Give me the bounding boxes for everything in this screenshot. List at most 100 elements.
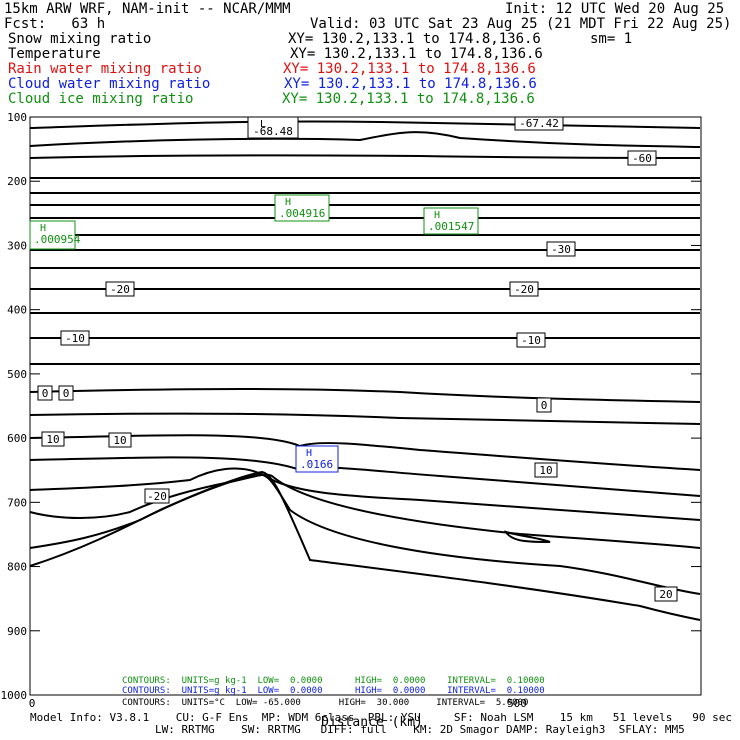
temperature-contour-line <box>29 216 701 219</box>
extremum-value: .001547 <box>428 220 474 233</box>
x-axis-label: Distance (km) <box>321 715 423 730</box>
model-info-line2: LW: RRTMG SW: RRTMG DIFF: full KM: 2D Sm… <box>155 723 685 736</box>
contour-label: -20 <box>147 490 167 503</box>
y-tick-label: 300 <box>7 239 27 252</box>
temperature-contour-line <box>29 287 701 290</box>
y-tick-label: 1000 <box>1 689 28 702</box>
y-tick-label: 600 <box>7 432 27 445</box>
contour-label-box <box>514 116 564 131</box>
contour-label: 10 <box>113 434 126 447</box>
contour-label: -60 <box>632 152 652 165</box>
contour-label: 20 <box>659 588 672 601</box>
plot-frame <box>29 116 702 696</box>
extremum-box <box>295 445 339 473</box>
contour-label-box <box>534 462 558 478</box>
y-tick-label: 900 <box>7 625 27 638</box>
contour-label: -20 <box>514 283 534 296</box>
contour-label-box <box>58 385 74 401</box>
contour-label: 0 <box>63 387 70 400</box>
contour-label: 0 <box>42 387 49 400</box>
contour-label-box <box>37 385 53 401</box>
contour-label-box <box>247 116 299 139</box>
temperature-contour-line <box>29 335 701 339</box>
temperature-contour-line <box>29 190 701 194</box>
model-info-line1: Model Info: V3.8.1 CU: G-F Ens MP: WDM 6… <box>30 711 732 724</box>
contour-label: -10 <box>65 332 85 345</box>
y-tick-label: 200 <box>7 175 27 188</box>
contour-label-box <box>41 431 65 447</box>
model-title: 15km ARW WRF, NAM-init -- NCAR/MMM <box>4 1 291 17</box>
contour-label-box <box>516 332 546 348</box>
contour-label-box <box>654 586 678 602</box>
temperature-contour-line <box>29 434 701 471</box>
field-cloudwater-xy: XY= 130.2,133.1 to 174.8,136.6 <box>284 76 537 92</box>
valid-time: Valid: 03 UTC Sat 23 Aug 25 (21 MDT Fri … <box>310 16 732 32</box>
contour-label-box <box>105 281 135 297</box>
field-rain-name: Rain water mixing ratio <box>8 61 202 77</box>
y-tick-label: 700 <box>7 496 27 509</box>
contours-temperature: CONTOURS: UNITS=°C LOW= -65.000 HIGH= 30… <box>122 698 529 708</box>
y-tick-label: 500 <box>7 368 27 381</box>
temperature-contour-line <box>29 266 701 269</box>
contour-label: -68.48 <box>253 125 293 138</box>
extremum-box <box>29 220 76 250</box>
contour-label: -30 <box>551 243 571 256</box>
field-temp-name: Temperature <box>8 46 101 62</box>
contour-label-box <box>536 397 552 413</box>
y-tick-label: 800 <box>7 561 27 574</box>
contour-label: 0 <box>541 399 548 412</box>
field-rain-xy: XY= 130.2,133.1 to 174.8,136.6 <box>283 61 536 77</box>
temperature-contour-line <box>29 233 701 236</box>
extremum-value: .000954 <box>34 233 81 246</box>
extremum-value: .0166 <box>300 458 333 471</box>
contour-label: -67.42 <box>519 117 559 130</box>
contour-label-box <box>509 281 539 297</box>
extremum-kind: H <box>40 223 46 234</box>
contour-label: -20 <box>110 283 130 296</box>
contour-label-box <box>108 432 132 448</box>
contour-label: -10 <box>521 334 541 347</box>
contours-cloud-ice: CONTOURS: UNITS=g kg-1 LOW= 0.0000 HIGH=… <box>122 676 545 686</box>
extremum-kind: H <box>306 448 312 459</box>
temperature-contour-line <box>29 248 701 251</box>
temperature-contour-line <box>29 361 701 365</box>
init-time: Init: 12 UTC Wed 20 Aug 25 <box>505 1 725 17</box>
contour-label: 10 <box>539 464 552 477</box>
x-tick-label: 500 <box>507 697 527 710</box>
extremum-box <box>274 194 330 222</box>
field-temp-xy: XY= 130.2,133.1 to 174.8,136.6 <box>290 46 543 62</box>
contour-label: 10 <box>46 433 59 446</box>
field-snow-sm: sm= 1 <box>590 31 633 47</box>
contour-label-box <box>546 241 576 257</box>
extremum-kind: H <box>285 197 291 208</box>
x-tick-label: 0 <box>29 697 36 710</box>
extremum-value: .004916 <box>279 207 325 220</box>
contour-label-box <box>627 150 657 166</box>
extremum-kind: L <box>260 119 266 130</box>
field-snow-xy: XY= 130.2,133.1 to 174.8,136.6 <box>288 31 541 47</box>
temperature-contour-line <box>29 203 701 206</box>
forecast-hour: Fcst: 63 h <box>4 16 106 32</box>
extremum-box <box>423 207 479 235</box>
temperature-contour-line <box>29 388 701 403</box>
temperature-contour-line <box>503 530 551 543</box>
y-tick-label: 100 <box>7 111 27 124</box>
contour-label-box <box>144 488 170 504</box>
field-cloudice-name: Cloud ice mixing ratio <box>8 91 194 107</box>
temperature-contours <box>29 120 701 621</box>
temperature-contour-line <box>29 473 701 549</box>
temperature-contour-line <box>29 470 701 621</box>
contour-label-box <box>60 330 90 346</box>
temperature-contour-line <box>29 175 701 179</box>
temperature-contour-line <box>29 310 701 314</box>
contour-labels: -67.42 -68.48 -60 -30 -20 -20 -10 -10 0 0 0 10 10 10 -… <box>29 116 678 602</box>
field-cloudice-xy: XY= 130.2,133.1 to 174.8,136.6 <box>282 91 535 107</box>
y-tick-label: 400 <box>7 304 27 317</box>
temperature-contour-line <box>29 472 701 595</box>
field-snow-name: Snow mixing ratio <box>8 31 152 47</box>
temperature-contour-line <box>29 131 701 148</box>
contours-cloud-water: CONTOURS: UNITS=g kg-1 LOW= 0.0000 HIGH=… <box>122 686 545 696</box>
temperature-contour-line <box>29 456 701 497</box>
